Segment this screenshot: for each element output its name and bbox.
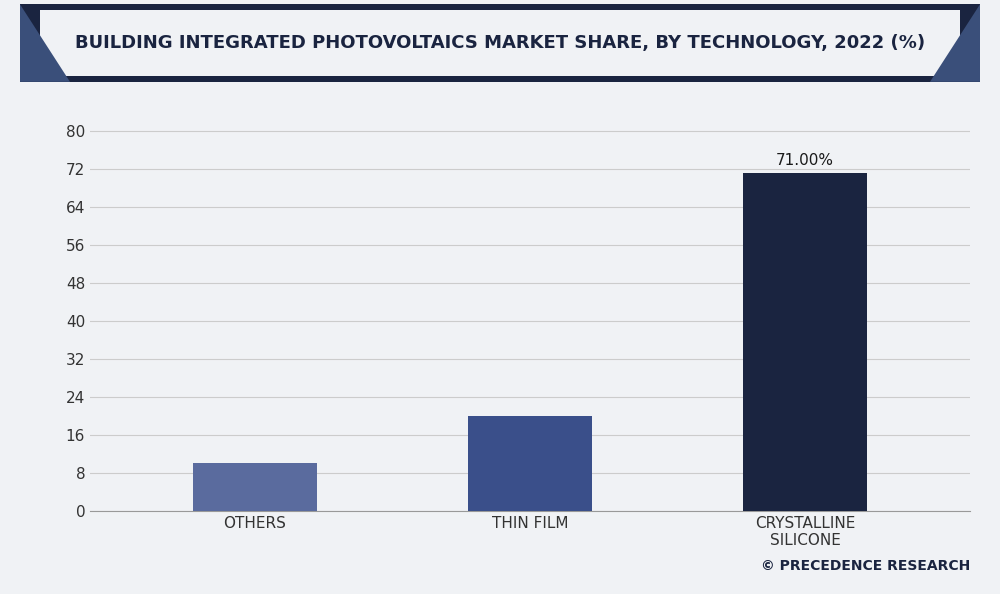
- Polygon shape: [930, 4, 980, 82]
- Text: © PRECEDENCE RESEARCH: © PRECEDENCE RESEARCH: [761, 559, 970, 573]
- Bar: [468, 416, 592, 511]
- Polygon shape: [20, 4, 70, 82]
- Text: BUILDING INTEGRATED PHOTOVOLTAICS MARKET SHARE, BY TECHNOLOGY, 2022 (%): BUILDING INTEGRATED PHOTOVOLTAICS MARKET…: [75, 34, 925, 52]
- Bar: [743, 173, 867, 511]
- FancyBboxPatch shape: [20, 4, 980, 82]
- Text: 71.00%: 71.00%: [776, 153, 834, 168]
- Bar: [193, 463, 317, 511]
- FancyBboxPatch shape: [40, 10, 960, 76]
